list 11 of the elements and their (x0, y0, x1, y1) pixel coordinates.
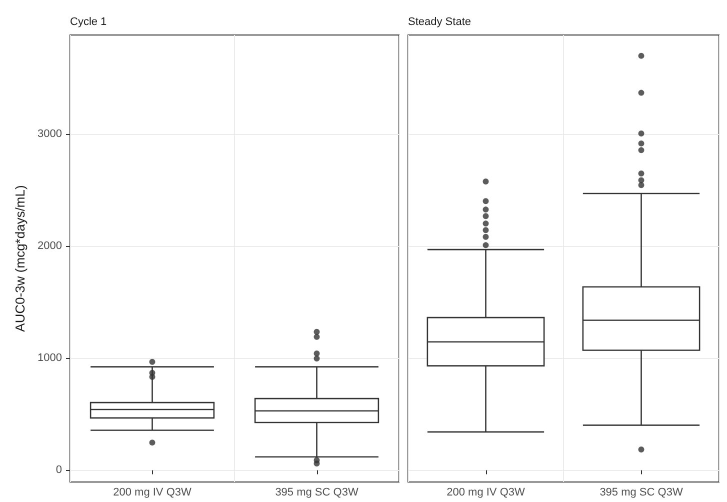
y-tick-label: 0 (56, 464, 62, 476)
y-tick-label: 1000 (38, 352, 62, 364)
chart-title: Steady State (408, 16, 471, 28)
x-tick-label: 395 mg SC Q3W (275, 486, 359, 498)
x-tick-label: 200 mg IV Q3W (113, 486, 192, 498)
chart-title: Cycle 1 (70, 16, 107, 28)
y-axis-title: AUC0-3w (mcg*days/mL) (12, 185, 28, 332)
y-tick-label: 2000 (38, 240, 62, 252)
y-tick-label: 3000 (38, 128, 62, 140)
x-tick-label: 395 mg SC Q3W (600, 486, 684, 498)
x-tick-label: 200 mg IV Q3W (446, 486, 526, 498)
